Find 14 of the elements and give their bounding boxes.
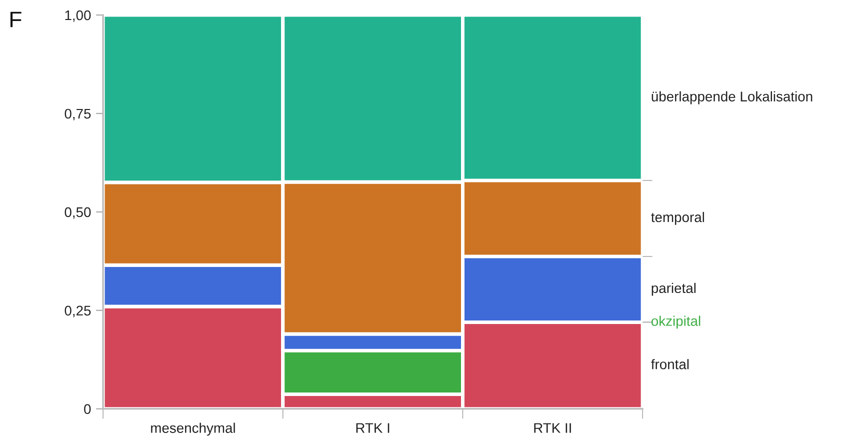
y-tick-label: 1,00 [65, 10, 91, 22]
x-tick-label: RTK II [534, 423, 571, 433]
y-tick-label: 0,75 [64, 108, 91, 120]
chart-title: F [10, 12, 22, 28]
y-tick-label: 0,25 [64, 306, 91, 318]
y-tick-label: 0,50 [64, 207, 91, 219]
y-tick-label: 0 [84, 404, 91, 414]
text: okzipital [651, 316, 700, 329]
series-label: frontal [651, 359, 689, 370]
series-label: überlappende Lokalisation [652, 91, 812, 104]
x-tick-label: RTK I [356, 423, 390, 433]
x-tick-label: mesenchymal [151, 422, 235, 436]
series-label: temporal [651, 212, 704, 225]
series-label: parietal [652, 282, 696, 296]
